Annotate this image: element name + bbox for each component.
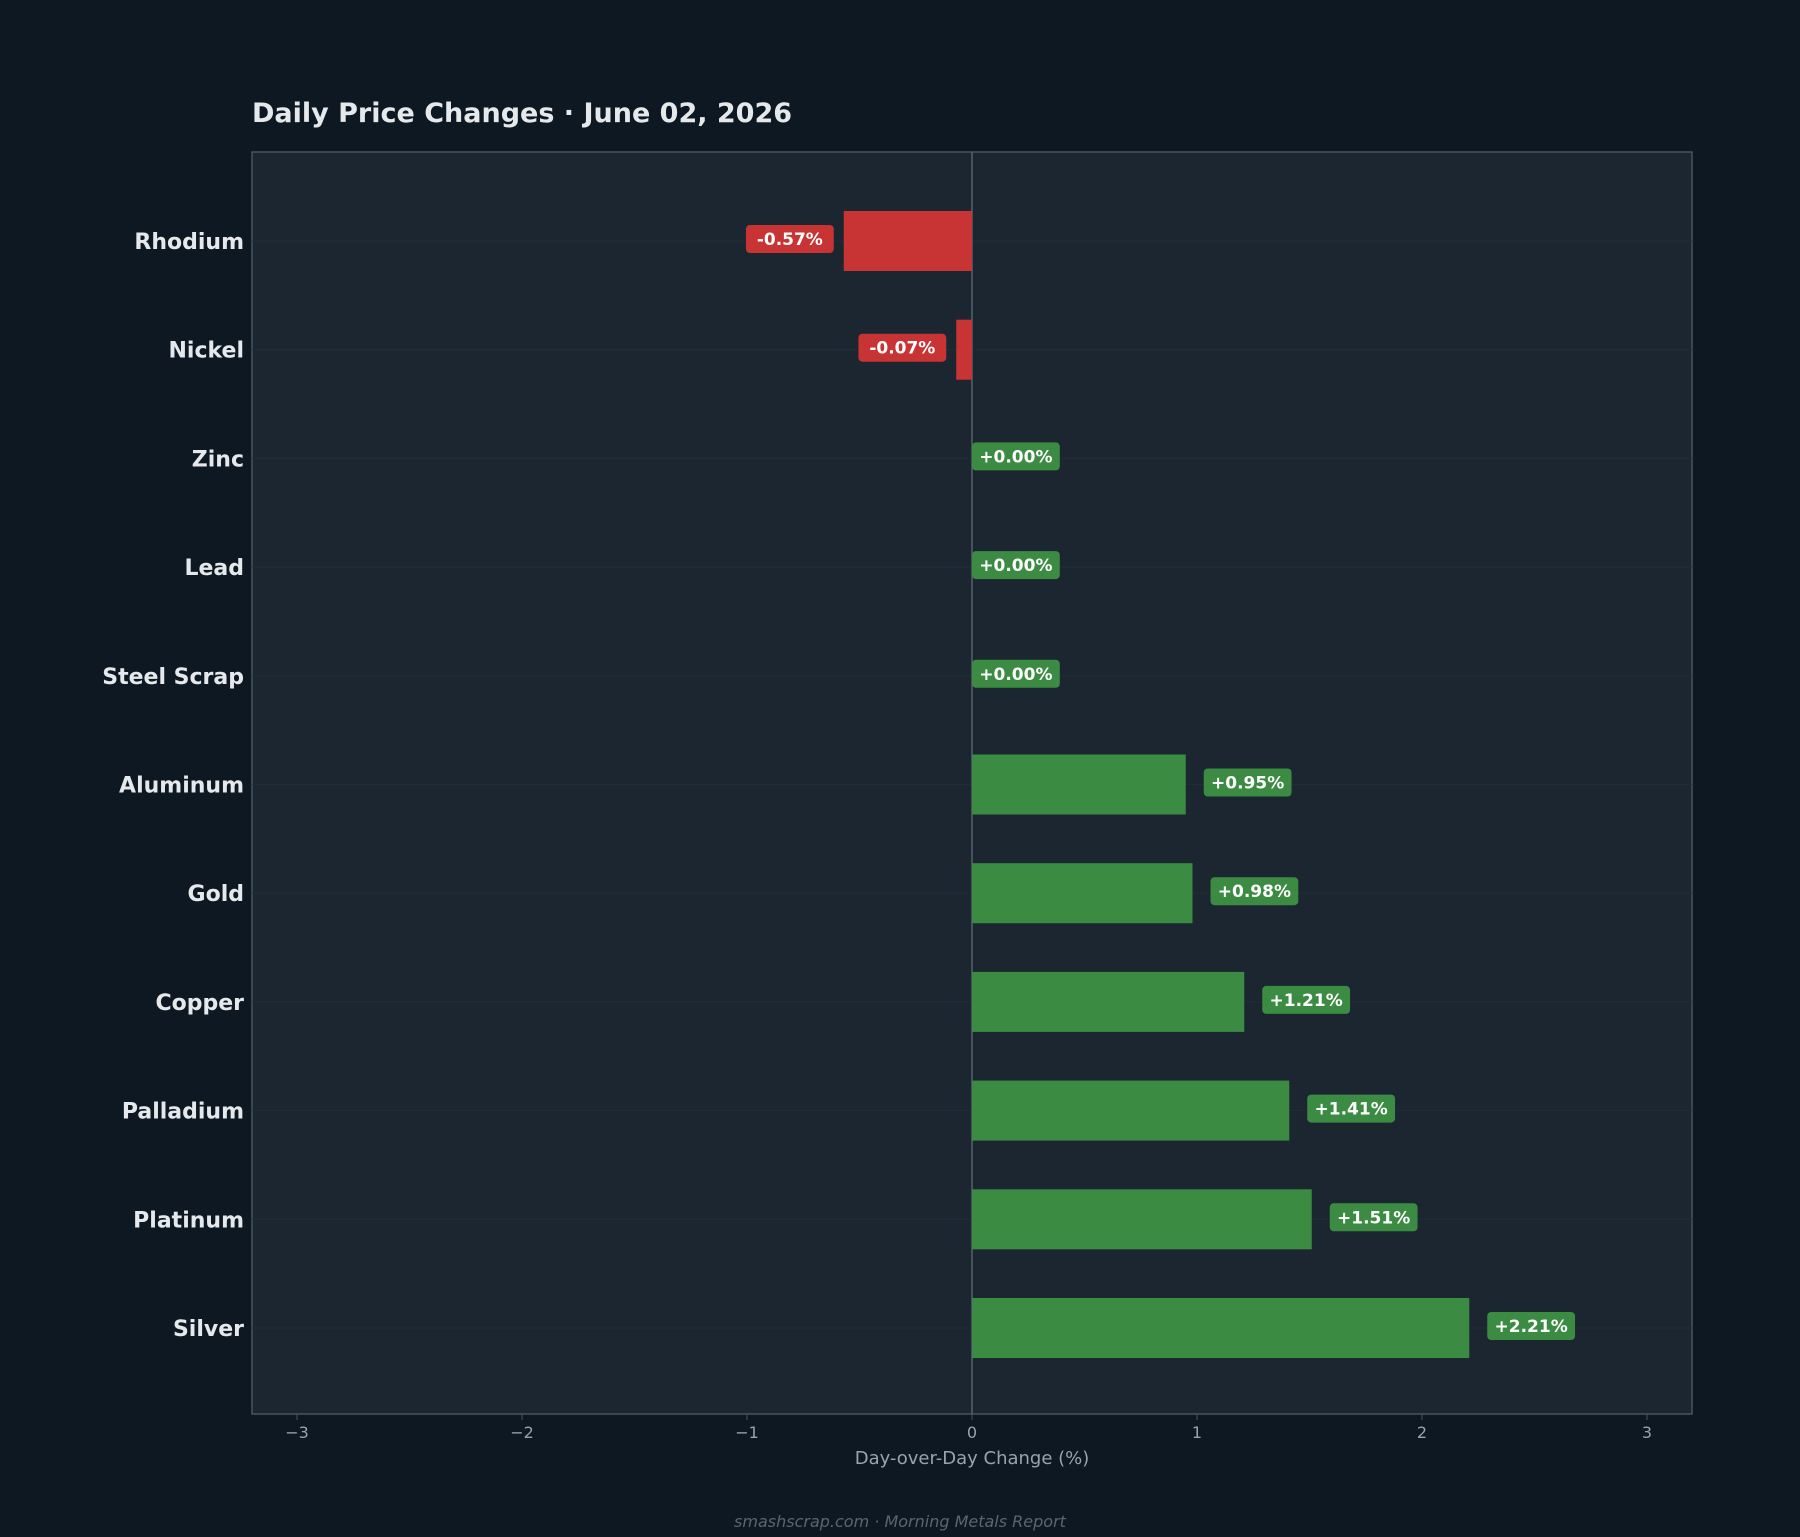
x-tick-label: 3 xyxy=(1642,1423,1652,1442)
x-tick-label: −1 xyxy=(735,1423,759,1442)
footer-text: smashscrap.com · Morning Metals Report xyxy=(734,1512,1067,1531)
chart-title: Daily Price Changes · June 02, 2026 xyxy=(252,98,792,129)
value-label: +0.00% xyxy=(972,551,1060,580)
value-label-text: +1.21% xyxy=(1270,991,1343,1011)
value-label: -0.57% xyxy=(745,225,834,253)
x-axis-label: Day-over-Day Change (%) xyxy=(855,1448,1090,1469)
value-label: +0.98% xyxy=(1210,877,1299,906)
value-label-badge xyxy=(1329,1203,1418,1232)
value-label-text: +1.41% xyxy=(1315,1100,1388,1120)
category-label: Steel Scrap xyxy=(102,665,244,690)
x-axis-ticks: −3 −2 −1 0 1 2 3 xyxy=(285,1414,1652,1442)
value-label-badge xyxy=(1210,877,1299,906)
category-label: Zinc xyxy=(192,447,244,472)
bar xyxy=(972,1080,1290,1141)
value-label-badge xyxy=(1203,768,1292,797)
labels-layer: -0.57% -0.07% +0.00% +0.00% +0.00% +0.95% +0.9… xyxy=(745,225,1576,1340)
category-label: Platinum xyxy=(133,1208,244,1233)
bar xyxy=(972,863,1193,924)
category-label: Lead xyxy=(184,556,244,581)
x-tick-label: 2 xyxy=(1417,1423,1427,1442)
x-tick-label: 1 xyxy=(1192,1423,1202,1442)
value-label-badge xyxy=(972,659,1060,688)
bars-layer xyxy=(843,211,1470,1358)
category-label: Silver xyxy=(173,1317,244,1342)
x-tick-label: −2 xyxy=(510,1423,534,1442)
x-tick-label: 0 xyxy=(967,1423,977,1442)
value-label-badge xyxy=(972,551,1060,580)
value-label: +0.95% xyxy=(1203,768,1292,797)
bar xyxy=(956,319,972,380)
value-label-text: -0.57% xyxy=(757,230,823,250)
category-label: Copper xyxy=(155,991,244,1016)
value-label: +2.21% xyxy=(1487,1312,1576,1340)
bar xyxy=(972,971,1245,1032)
bar xyxy=(972,1189,1312,1250)
category-label: Nickel xyxy=(169,339,245,364)
value-label-text: +0.00% xyxy=(979,447,1052,467)
value-label-text: +0.00% xyxy=(979,665,1052,685)
value-label: +1.21% xyxy=(1262,985,1351,1014)
value-label-text: +2.21% xyxy=(1495,1317,1568,1337)
value-label-text: -0.07% xyxy=(869,339,935,359)
category-label: Gold xyxy=(188,882,244,907)
category-label: Rhodium xyxy=(134,230,244,255)
bar xyxy=(843,211,972,271)
value-label-badge xyxy=(1307,1094,1396,1123)
value-label: +0.00% xyxy=(972,659,1060,688)
bar xyxy=(972,754,1186,815)
value-label: +0.00% xyxy=(972,442,1060,471)
value-label-badge xyxy=(972,442,1060,471)
x-tick-label: −3 xyxy=(285,1423,309,1442)
category-label: Palladium xyxy=(122,1100,244,1125)
value-label-text: +1.51% xyxy=(1337,1208,1410,1228)
value-label: -0.07% xyxy=(858,333,947,362)
value-label-badge xyxy=(745,225,834,253)
category-labels: Rhodium Nickel Zinc Lead Steel Scrap Aluminum… xyxy=(102,230,244,1342)
value-label-text: +0.95% xyxy=(1211,774,1284,794)
value-label-text: +0.00% xyxy=(979,556,1052,576)
category-label: Aluminum xyxy=(119,774,244,799)
value-label-badge xyxy=(1262,985,1351,1014)
value-label: +1.51% xyxy=(1329,1203,1418,1232)
value-label: +1.41% xyxy=(1307,1094,1396,1123)
value-label-text: +0.98% xyxy=(1218,882,1291,902)
value-label-badge xyxy=(1487,1312,1576,1340)
value-label-badge xyxy=(858,333,947,362)
bar xyxy=(972,1298,1470,1358)
